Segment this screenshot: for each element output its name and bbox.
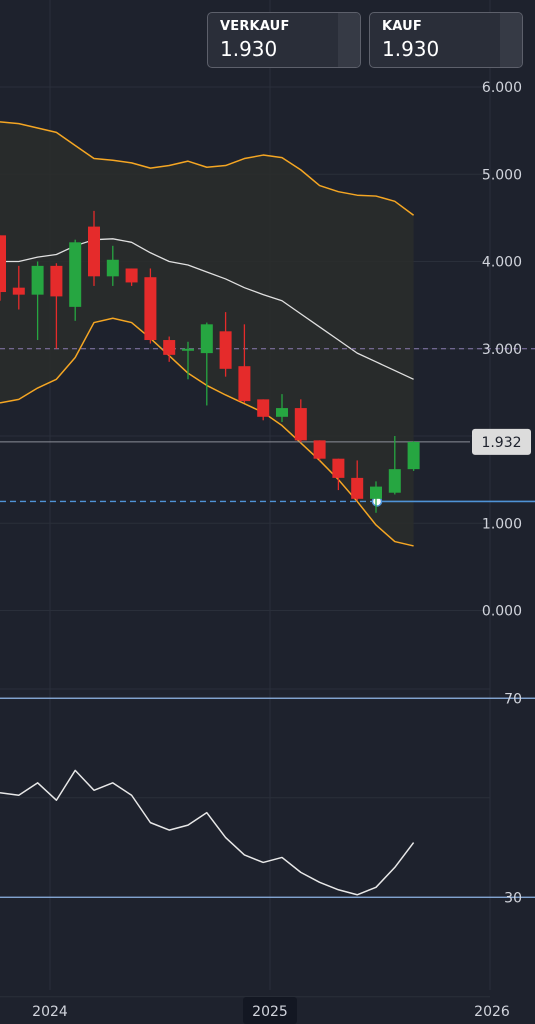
candle-body — [31, 265, 44, 295]
candle-body — [276, 408, 288, 417]
candle — [219, 312, 232, 377]
candle — [106, 245, 119, 286]
candle-body — [144, 277, 157, 341]
candle — [407, 441, 420, 471]
price-tick-label: 5.000 — [482, 167, 522, 183]
sell-label: VERKAUF — [220, 19, 290, 34]
candle — [182, 341, 194, 380]
candle — [0, 235, 6, 301]
candle — [125, 268, 138, 286]
candle-body — [12, 287, 25, 295]
sell-price: 1.930 — [220, 37, 278, 61]
candle-body — [332, 458, 345, 478]
rsi-tick-label: 70 — [504, 691, 522, 707]
price-tick-label: 6.000 — [482, 80, 522, 96]
buy-label: KAUF — [382, 19, 422, 34]
candle — [88, 210, 100, 286]
candle — [257, 399, 270, 421]
last-price-tag — [472, 428, 531, 455]
candle-body — [200, 324, 213, 354]
upper-band-line — [0, 121, 415, 216]
middle-band-line — [0, 238, 414, 380]
candle — [388, 436, 401, 495]
candle-body — [219, 331, 232, 369]
sell-button-stripe — [338, 13, 360, 67]
axis-labels: 1.932 6.000 5.000 4.000 3.000 1.000 0.000 70 30 2… — [32, 80, 531, 1024]
last-price-label: 1.932 — [481, 435, 521, 451]
buy-button[interactable]: KAUF 1.930 — [369, 12, 523, 68]
candle-body — [163, 340, 176, 355]
candle — [31, 261, 44, 341]
candle — [294, 399, 307, 443]
rsi-tick-label: 30 — [504, 890, 522, 906]
price-levels — [0, 348, 535, 507]
buy-button-stripe — [500, 13, 522, 67]
candle — [200, 322, 213, 406]
candle-body — [370, 486, 382, 499]
time-tick-label: 2026 — [474, 1004, 510, 1020]
time-cursor-tag — [243, 997, 297, 1024]
candle — [313, 440, 326, 461]
candle-body — [88, 226, 100, 277]
time-tick-label: 2024 — [32, 1004, 68, 1020]
candle-body — [50, 265, 63, 297]
candle-body — [182, 348, 194, 351]
candle-body — [388, 469, 401, 493]
buy-price: 1.930 — [382, 37, 440, 61]
price-tick-label: 3.000 — [482, 342, 522, 358]
price-tick-label: 1.000 — [482, 516, 522, 532]
candle — [69, 239, 82, 321]
candle — [370, 481, 382, 513]
candle-body — [125, 268, 138, 283]
candle — [276, 394, 288, 423]
price-tick-label: 4.000 — [482, 255, 522, 271]
candle-body — [257, 399, 270, 417]
candle-body — [407, 441, 420, 470]
candle — [351, 460, 364, 501]
candle — [12, 265, 25, 310]
candle-body — [69, 242, 82, 307]
candle-body — [351, 477, 364, 499]
rsi-line — [0, 769, 415, 896]
candle-body — [313, 440, 326, 459]
sell-button[interactable]: VERKAUF 1.930 — [207, 12, 361, 68]
candle — [144, 268, 157, 344]
time-tick-label: 2025 — [252, 1004, 288, 1020]
candle-body — [0, 235, 6, 293]
candle — [163, 336, 176, 362]
candlesticks — [0, 210, 420, 513]
candle — [50, 263, 63, 349]
price-tick-label: 0.000 — [482, 604, 522, 620]
rsi-panel — [0, 697, 535, 898]
candle — [238, 324, 251, 403]
candle-body — [106, 259, 119, 277]
candle-body — [294, 408, 307, 441]
candle — [332, 458, 345, 491]
candle-body — [238, 366, 251, 402]
